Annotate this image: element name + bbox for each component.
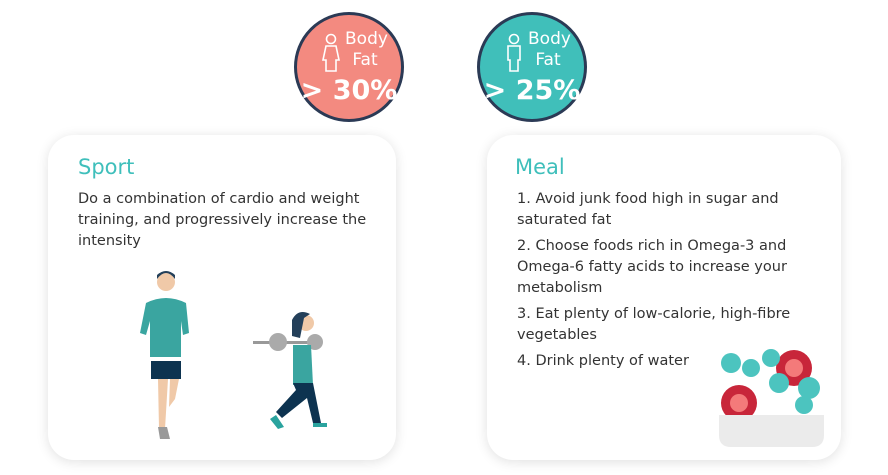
- body-fat-female-badge: Body Fat > 30%: [294, 12, 404, 122]
- meal-title: Meal: [515, 155, 565, 179]
- meal-item: 1. Avoid junk food high in sugar and sat…: [517, 191, 779, 228]
- meal-item: 2. Choose foods rich in Omega-3 and Omeg…: [517, 238, 787, 296]
- sport-title: Sport: [78, 155, 135, 179]
- meal-list: 1. Avoid junk food high in sugar and sat…: [517, 189, 832, 377]
- female-icon: [322, 33, 340, 72]
- badge-value: > 25%: [483, 75, 581, 106]
- salad-bowl-icon: [719, 349, 824, 447]
- sport-text: Do a combination of cardio and weight tr…: [78, 191, 367, 249]
- sport-card: Sport Do a combination of cardio and wei…: [48, 135, 396, 460]
- lunge-figure: [253, 312, 327, 429]
- body-fat-male-badge: Body Fat > 25%: [477, 12, 587, 122]
- meal-item: 4. Drink plenty of water: [517, 353, 689, 369]
- meal-item: 3. Eat plenty of low-calorie, high-fibre…: [517, 306, 791, 343]
- badge-value: > 30%: [300, 75, 398, 106]
- male-icon: [507, 33, 521, 72]
- exercise-illustration: [140, 271, 327, 439]
- meal-card: Meal 1. Avoid junk food high in sugar an…: [487, 135, 841, 460]
- runner-figure: [140, 271, 189, 439]
- badge-label: Body Fat: [528, 29, 571, 70]
- badge-label: Body Fat: [345, 29, 388, 70]
